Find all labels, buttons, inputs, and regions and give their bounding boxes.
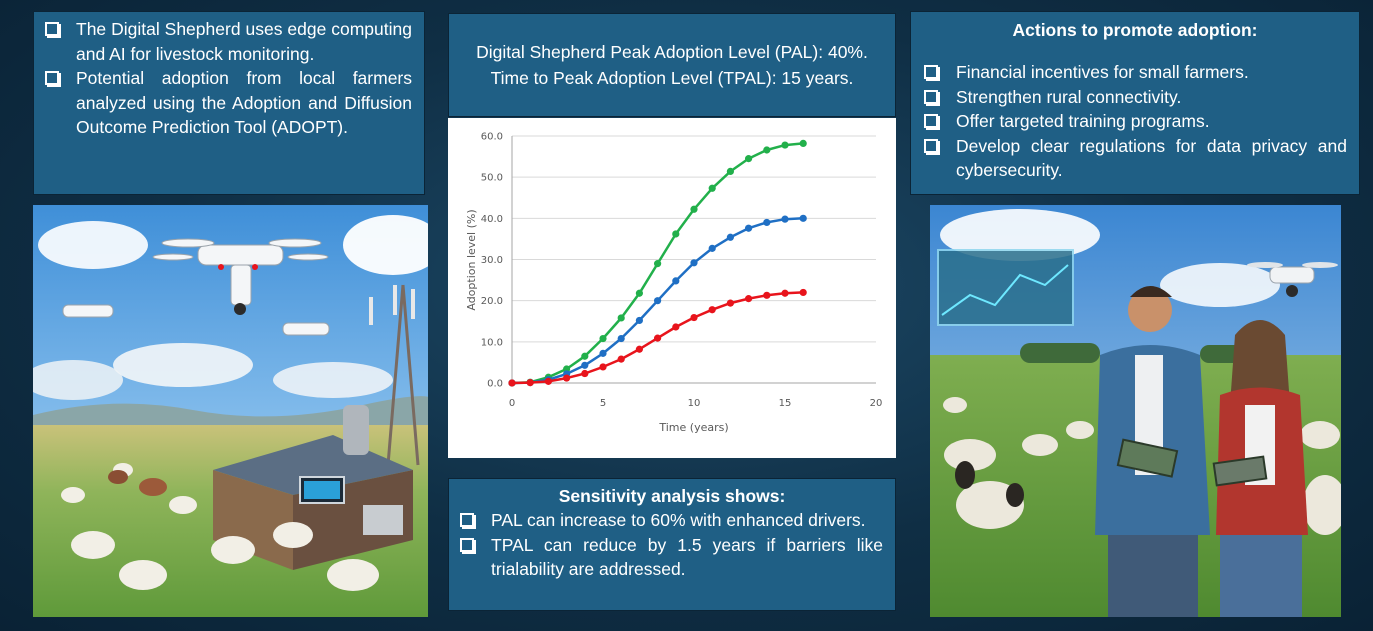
data-point [635, 289, 643, 297]
data-point [781, 289, 789, 297]
data-point [763, 146, 771, 154]
data-point [763, 218, 771, 227]
x-tick-label: 5 [600, 398, 606, 409]
y-tick-label: 40.0 [481, 214, 503, 225]
data-point [617, 355, 625, 363]
data-point [581, 361, 589, 369]
data-point [526, 378, 534, 387]
data-point [745, 155, 753, 163]
adoption-chart: 0.0 10.0 20.0 30.0 40.0 50.0 60.0 0 5 10 15 20 Time… [448, 118, 896, 458]
intro-bullet: Potential adoption from local farmers an… [34, 66, 412, 140]
data-point [654, 260, 662, 268]
actions-list: Financial incentives for small farmers. … [911, 60, 1347, 183]
data-point [690, 313, 698, 322]
data-point [635, 316, 643, 325]
data-point [581, 369, 589, 378]
x-tick-label: 10 [688, 398, 701, 409]
checkbox-bullet-icon [45, 22, 59, 36]
data-point [690, 259, 698, 267]
data-point [563, 365, 571, 373]
pal-text: Digital Shepherd Peak Adoption Level (PA… [476, 42, 868, 62]
action-item: Strengthen rural connectivity. [911, 85, 1347, 110]
data-point [745, 224, 753, 232]
data-point [544, 377, 552, 385]
data-point [708, 244, 716, 252]
adoption-summary-panel: Digital Shepherd Peak Adoption Level (PA… [448, 13, 896, 117]
tpal-text: Time to Peak Adoption Level (TPAL): 15 y… [490, 68, 854, 88]
data-point [799, 139, 807, 148]
data-point [617, 334, 625, 343]
y-tick-label: 10.0 [481, 337, 503, 348]
data-point [508, 379, 516, 387]
sensitivity-title: Sensitivity analysis shows: [558, 486, 786, 506]
actions-title: Actions to promote adoption: [1012, 20, 1258, 40]
data-point [672, 323, 680, 331]
y-tick-label: 60.0 [481, 132, 503, 143]
data-point [708, 306, 716, 314]
y-tick-label: 50.0 [481, 173, 503, 184]
sensitivity-item: PAL can increase to 60% with enhanced dr… [449, 508, 883, 533]
x-tick-label: 0 [509, 398, 515, 409]
sensitivity-item: TPAL can reduce by 1.5 years if barriers… [449, 533, 883, 582]
farmers-with-tablets-illustration [930, 205, 1341, 617]
data-point [708, 184, 716, 192]
actions-panel: Actions to promote adoption: Financial i… [910, 11, 1360, 195]
data-point [654, 297, 662, 305]
adoption-line-chart: 0.0 10.0 20.0 30.0 40.0 50.0 60.0 0 5 10 15 20 Time… [465, 132, 883, 435]
action-item: Financial incentives for small farmers. [911, 60, 1347, 85]
data-point [781, 141, 789, 149]
data-point [599, 363, 607, 371]
checkbox-bullet-icon [924, 138, 938, 153]
checkbox-bullet-icon [924, 89, 938, 104]
action-item: Develop clear regulations for data priva… [911, 134, 1347, 183]
data-point [781, 215, 789, 223]
checkbox-bullet-icon [924, 114, 938, 128]
checkbox-bullet-icon [460, 513, 474, 527]
data-point [726, 299, 734, 307]
data-point [672, 277, 680, 285]
intro-bullet: The Digital Shepherd uses edge computing… [34, 17, 412, 66]
data-point [563, 374, 571, 382]
data-point [726, 233, 734, 241]
y-axis-label: Adoption level (%) [465, 209, 478, 310]
data-point [745, 295, 753, 303]
action-item: Offer targeted training programs. [911, 109, 1347, 134]
sensitivity-panel: Sensitivity analysis shows: PAL can incr… [448, 478, 896, 611]
checkbox-bullet-icon [45, 71, 59, 85]
data-point [799, 288, 807, 297]
intro-panel: The Digital Shepherd uses edge computing… [33, 11, 425, 195]
data-point [599, 349, 607, 357]
data-point [690, 205, 698, 213]
drone-farm-illustration [33, 205, 428, 617]
data-point [763, 291, 771, 299]
data-point [672, 230, 680, 238]
checkbox-bullet-icon [924, 65, 938, 79]
sensitivity-list: PAL can increase to 60% with enhanced dr… [449, 508, 883, 582]
data-point [726, 167, 734, 176]
data-point [635, 345, 643, 353]
x-tick-label: 15 [779, 398, 792, 409]
data-point [617, 314, 625, 322]
data-point [799, 214, 807, 222]
intro-bullet-list: The Digital Shepherd uses edge computing… [34, 17, 412, 140]
x-axis-label: Time (years) [658, 421, 728, 434]
y-tick-label: 0.0 [487, 379, 503, 390]
data-point [581, 352, 589, 360]
data-point [654, 334, 662, 342]
x-tick-label: 20 [870, 398, 883, 409]
y-tick-label: 20.0 [481, 296, 503, 307]
checkbox-bullet-icon [460, 537, 474, 552]
data-point [599, 334, 607, 343]
y-tick-label: 30.0 [481, 255, 503, 266]
